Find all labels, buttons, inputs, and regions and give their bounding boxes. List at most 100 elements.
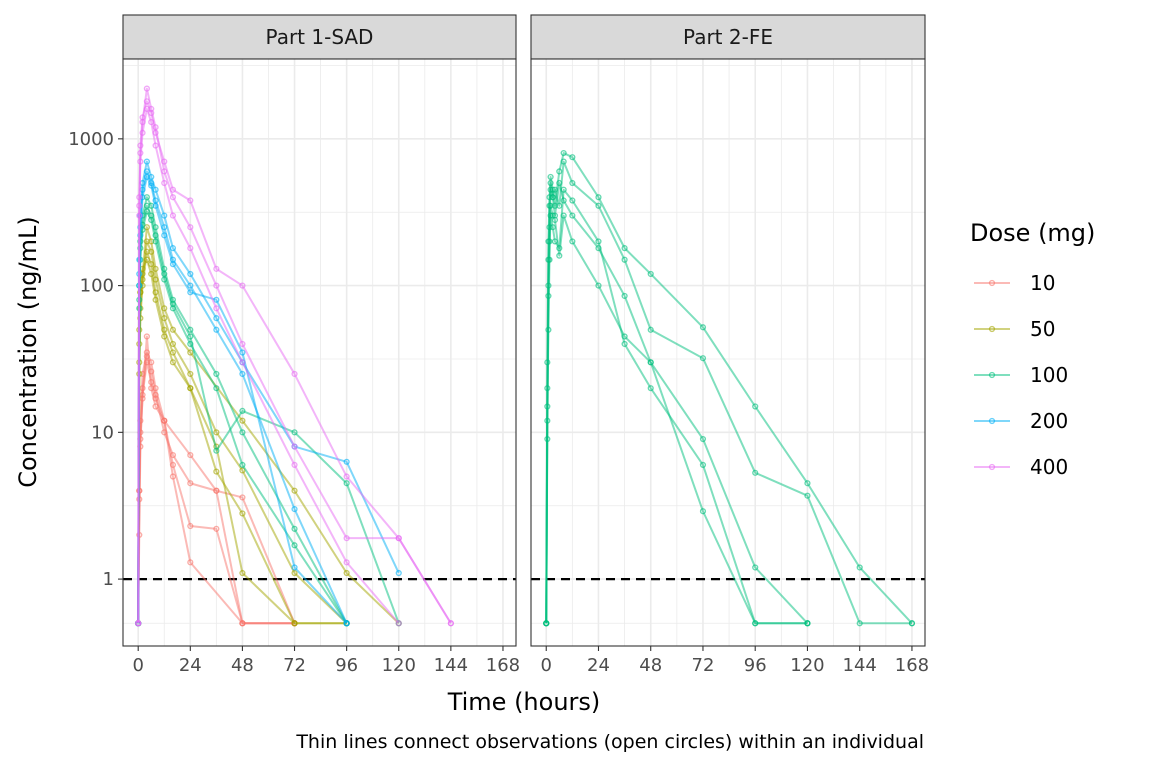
data-point-dose-400 <box>447 620 454 627</box>
data-point-dose-100 <box>543 620 550 627</box>
data-point-dose-100 <box>569 212 576 219</box>
data-point-dose-100 <box>752 403 759 410</box>
data-point-dose-50 <box>169 349 177 356</box>
panel-strip-label: Part 1-SAD <box>266 25 374 49</box>
data-point-dose-200 <box>169 261 177 268</box>
data-point-dose-100 <box>856 564 863 571</box>
series-line-dose-200 <box>137 175 348 624</box>
panel-strip-label: Part 2-FE <box>683 25 773 49</box>
data-point-dose-400 <box>239 282 246 289</box>
data-point-dose-100 <box>560 149 567 157</box>
data-point-dose-50 <box>187 370 194 378</box>
x-tick-label: 0 <box>541 655 552 676</box>
panel-marks <box>543 149 916 627</box>
data-point-dose-400 <box>169 194 177 201</box>
legend-key-point <box>988 279 996 287</box>
data-point-dose-50 <box>291 487 298 494</box>
data-point-dose-400 <box>239 340 246 348</box>
data-point-dose-50 <box>239 467 246 474</box>
data-point-dose-100 <box>621 256 628 263</box>
data-point-dose-400 <box>291 370 298 378</box>
data-point-dose-400 <box>148 119 155 126</box>
data-point-dose-50 <box>148 261 155 268</box>
data-point-dose-50 <box>343 569 350 577</box>
data-point-dose-10 <box>213 487 220 494</box>
legend-label: 100 <box>1030 363 1068 387</box>
legend-label: 400 <box>1030 455 1068 479</box>
data-point-dose-100 <box>239 461 246 469</box>
data-point-dose-100 <box>546 256 553 263</box>
panel-border <box>122 58 517 647</box>
y-tick-label: 100 <box>80 276 114 297</box>
data-point-dose-10 <box>143 333 150 340</box>
data-point-dose-50 <box>161 305 168 312</box>
data-point-dose-10 <box>187 451 194 459</box>
x-tick-label: 144 <box>843 655 877 676</box>
data-point-dose-100 <box>547 173 554 181</box>
data-point-dose-100 <box>291 429 298 436</box>
data-point-dose-100 <box>647 359 654 366</box>
data-point-dose-100 <box>752 564 759 571</box>
data-point-dose-50 <box>169 359 177 366</box>
data-point-dose-100 <box>549 194 556 201</box>
x-tick-label: 24 <box>587 655 610 676</box>
data-point-dose-100 <box>699 508 707 515</box>
y-tick-label: 10 <box>91 422 114 443</box>
data-point-dose-100 <box>187 340 194 348</box>
data-point-dose-100 <box>647 270 654 278</box>
x-axis-ticks: 0 24 48 72 96 120 144 168 <box>132 646 520 676</box>
data-point-dose-200 <box>187 289 194 296</box>
data-point-dose-100 <box>621 292 628 300</box>
data-point-dose-10 <box>161 429 168 436</box>
data-point-dose-10 <box>187 559 194 566</box>
data-point-dose-200 <box>213 326 220 333</box>
data-point-dose-100 <box>647 326 654 333</box>
data-point-dose-400 <box>213 282 220 289</box>
data-point-dose-200 <box>143 158 150 165</box>
data-point-dose-400 <box>143 105 150 112</box>
data-point-dose-400 <box>169 212 177 219</box>
x-tick-label: 96 <box>744 655 767 676</box>
legend-item-dose-50: 50 <box>974 317 1055 341</box>
data-point-dose-100 <box>547 202 554 209</box>
data-point-dose-100 <box>752 469 759 476</box>
data-point-dose-10 <box>169 451 177 459</box>
data-point-dose-50 <box>291 569 298 577</box>
data-point-dose-400 <box>161 179 168 187</box>
data-point-dose-10 <box>169 473 177 480</box>
data-point-dose-100 <box>595 238 602 245</box>
x-tick-label: 120 <box>382 655 416 676</box>
data-point-dose-400 <box>213 265 220 272</box>
data-point-dose-100 <box>551 216 559 224</box>
data-point-dose-400 <box>291 461 298 469</box>
data-point-dose-50 <box>213 468 220 475</box>
data-point-dose-200 <box>187 270 194 278</box>
legend-item-dose-100: 100 <box>974 363 1068 387</box>
legend-key-point <box>988 325 996 333</box>
data-point-dose-200 <box>143 173 150 181</box>
data-point-dose-200 <box>343 620 350 627</box>
data-point-dose-100 <box>239 429 246 436</box>
data-point-dose-100 <box>569 154 576 161</box>
panel-marks <box>135 85 454 627</box>
data-point-dose-400 <box>239 359 246 366</box>
data-point-dose-100 <box>547 186 554 193</box>
data-point-dose-200 <box>161 212 168 219</box>
data-point-dose-400 <box>291 443 298 450</box>
data-point-dose-50 <box>143 224 150 231</box>
x-tick-label: 72 <box>692 655 715 676</box>
data-point-dose-100 <box>621 340 628 348</box>
data-point-dose-50 <box>239 569 246 577</box>
data-point-dose-100 <box>595 282 602 289</box>
legend-title: Dose (mg) <box>970 219 1095 247</box>
x-tick-label: 0 <box>132 655 143 676</box>
data-point-dose-400 <box>343 473 350 480</box>
data-point-dose-400 <box>137 158 144 165</box>
y-axis-title: Concentration (ng/mL) <box>14 216 42 487</box>
data-point-dose-100 <box>621 333 628 340</box>
data-point-dose-100 <box>569 179 576 187</box>
legend-items: 10 50 100 200 400 <box>974 271 1068 479</box>
data-point-dose-50 <box>187 385 194 392</box>
data-point-dose-200 <box>239 349 246 356</box>
